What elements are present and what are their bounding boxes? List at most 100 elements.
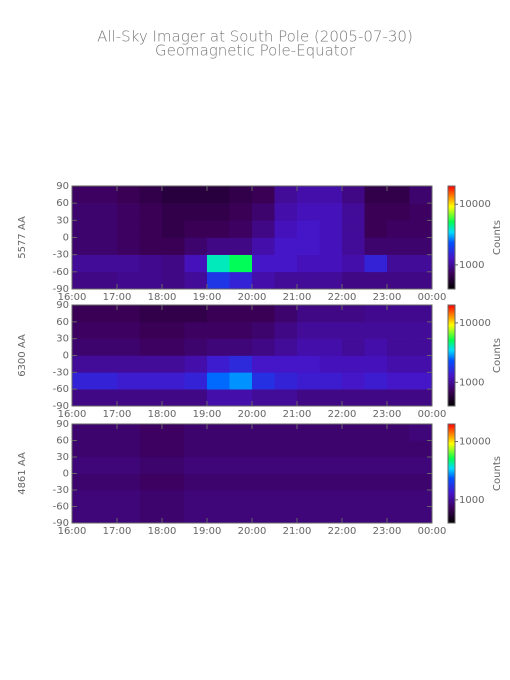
- heat-cell: [274, 186, 298, 204]
- heat-cell: [184, 473, 208, 491]
- heat-cell: [162, 355, 185, 373]
- heat-cell: [139, 305, 163, 323]
- heat-cell: [139, 321, 163, 339]
- heat-cell: [342, 338, 365, 356]
- x-tick-label: 18:00: [148, 409, 177, 420]
- heat-cell: [297, 321, 320, 339]
- heat-cell: [94, 355, 118, 373]
- y-tick-label: 0: [63, 233, 69, 244]
- heat-cell: [319, 338, 343, 356]
- heat-cell: [409, 321, 433, 339]
- heat-cell: [117, 237, 140, 255]
- heat-cell: [139, 490, 163, 507]
- heat-cell: [252, 203, 275, 221]
- y-tick-label: -60: [53, 267, 69, 278]
- heat-cell: [229, 372, 253, 390]
- heat-cell: [207, 237, 230, 255]
- heat-cell: [229, 186, 253, 204]
- colorbar-tick-label: 10000: [459, 199, 491, 210]
- heat-cell: [252, 305, 275, 323]
- heat-cell: [117, 203, 140, 221]
- heat-cell: [184, 506, 208, 524]
- heat-cell: [72, 305, 95, 323]
- colorbar: [448, 186, 455, 289]
- heat-cell: [409, 271, 433, 290]
- heat-cell: [117, 186, 140, 204]
- heat-cell: [207, 271, 230, 290]
- heat-cell: [184, 203, 208, 221]
- heat-cell: [139, 237, 163, 255]
- heat-cell: [364, 457, 388, 474]
- y-tick-label: -90: [53, 518, 69, 529]
- colorbar-tick-label: 1000: [459, 260, 484, 271]
- heat-cell: [342, 389, 365, 407]
- heat-cell: [319, 372, 343, 390]
- heat-cell: [117, 321, 140, 339]
- heat-cell: [184, 271, 208, 290]
- heat-cell: [342, 424, 365, 441]
- heat-cell: [162, 321, 185, 339]
- heat-cell: [117, 220, 140, 238]
- heat-cell: [72, 440, 95, 458]
- heat-cell: [229, 305, 253, 323]
- y-tick-label: 0: [63, 469, 69, 480]
- heat-cell: [319, 389, 343, 407]
- heat-cell: [139, 473, 163, 491]
- heat-cell: [252, 490, 275, 507]
- heat-cell: [207, 506, 230, 524]
- heat-cell: [364, 203, 388, 221]
- heat-cell: [364, 305, 388, 323]
- heat-cell: [409, 389, 433, 407]
- heat-cell: [72, 203, 95, 221]
- colorbar-frame: [447, 304, 456, 407]
- chart-title: All-Sky Imager at South Pole (2005-07-30…: [97, 28, 413, 46]
- heat-cell: [72, 254, 95, 273]
- heat-cell: [229, 389, 253, 407]
- heat-cell: [364, 220, 388, 238]
- heat-cell: [252, 186, 275, 204]
- heat-cell: [207, 372, 230, 390]
- heat-cell: [94, 271, 118, 290]
- heat-cell: [342, 220, 365, 238]
- heat-cell: [162, 424, 185, 441]
- heat-cell: [252, 424, 275, 441]
- colorbar-label: Counts: [492, 456, 503, 491]
- heat-cell: [162, 186, 185, 204]
- heat-cell: [342, 372, 365, 390]
- heat-cell: [409, 338, 433, 356]
- heat-cell: [319, 440, 343, 458]
- heat-cell: [409, 355, 433, 373]
- heat-cell: [387, 440, 410, 458]
- heat-cell: [252, 321, 275, 339]
- x-tick-label: 19:00: [193, 292, 222, 303]
- y-tick-label: 90: [56, 300, 69, 311]
- heat-cell: [207, 338, 230, 356]
- x-tick-label: 20:00: [238, 292, 267, 303]
- heat-cell: [297, 490, 320, 507]
- heat-cell: [297, 237, 320, 255]
- heat-cell: [364, 237, 388, 255]
- heat-cell: [117, 271, 140, 290]
- heat-cell: [94, 389, 118, 407]
- heat-cell: [72, 389, 95, 407]
- heat-cell: [229, 355, 253, 373]
- colorbar: [448, 424, 455, 523]
- heat-cell: [342, 254, 365, 273]
- heat-cell: [117, 506, 140, 524]
- heat-cell: [139, 372, 163, 390]
- heat-cell: [94, 220, 118, 238]
- heat-cell: [94, 490, 118, 507]
- heat-cell: [274, 271, 298, 290]
- heat-cell: [252, 237, 275, 255]
- heat-cell: [342, 305, 365, 323]
- heat-cell: [387, 186, 410, 204]
- chart-subtitle: Geomagnetic Pole-Equator: [155, 42, 356, 60]
- heat-cell: [184, 440, 208, 458]
- heat-cell: [229, 254, 253, 273]
- x-tick-label: 19:00: [193, 409, 222, 420]
- heat-cell: [252, 440, 275, 458]
- x-tick-label: 19:00: [193, 526, 222, 537]
- x-tick-label: 22:00: [328, 409, 357, 420]
- y-axis-label: 4861 AA: [17, 452, 28, 495]
- heat-cell: [184, 389, 208, 407]
